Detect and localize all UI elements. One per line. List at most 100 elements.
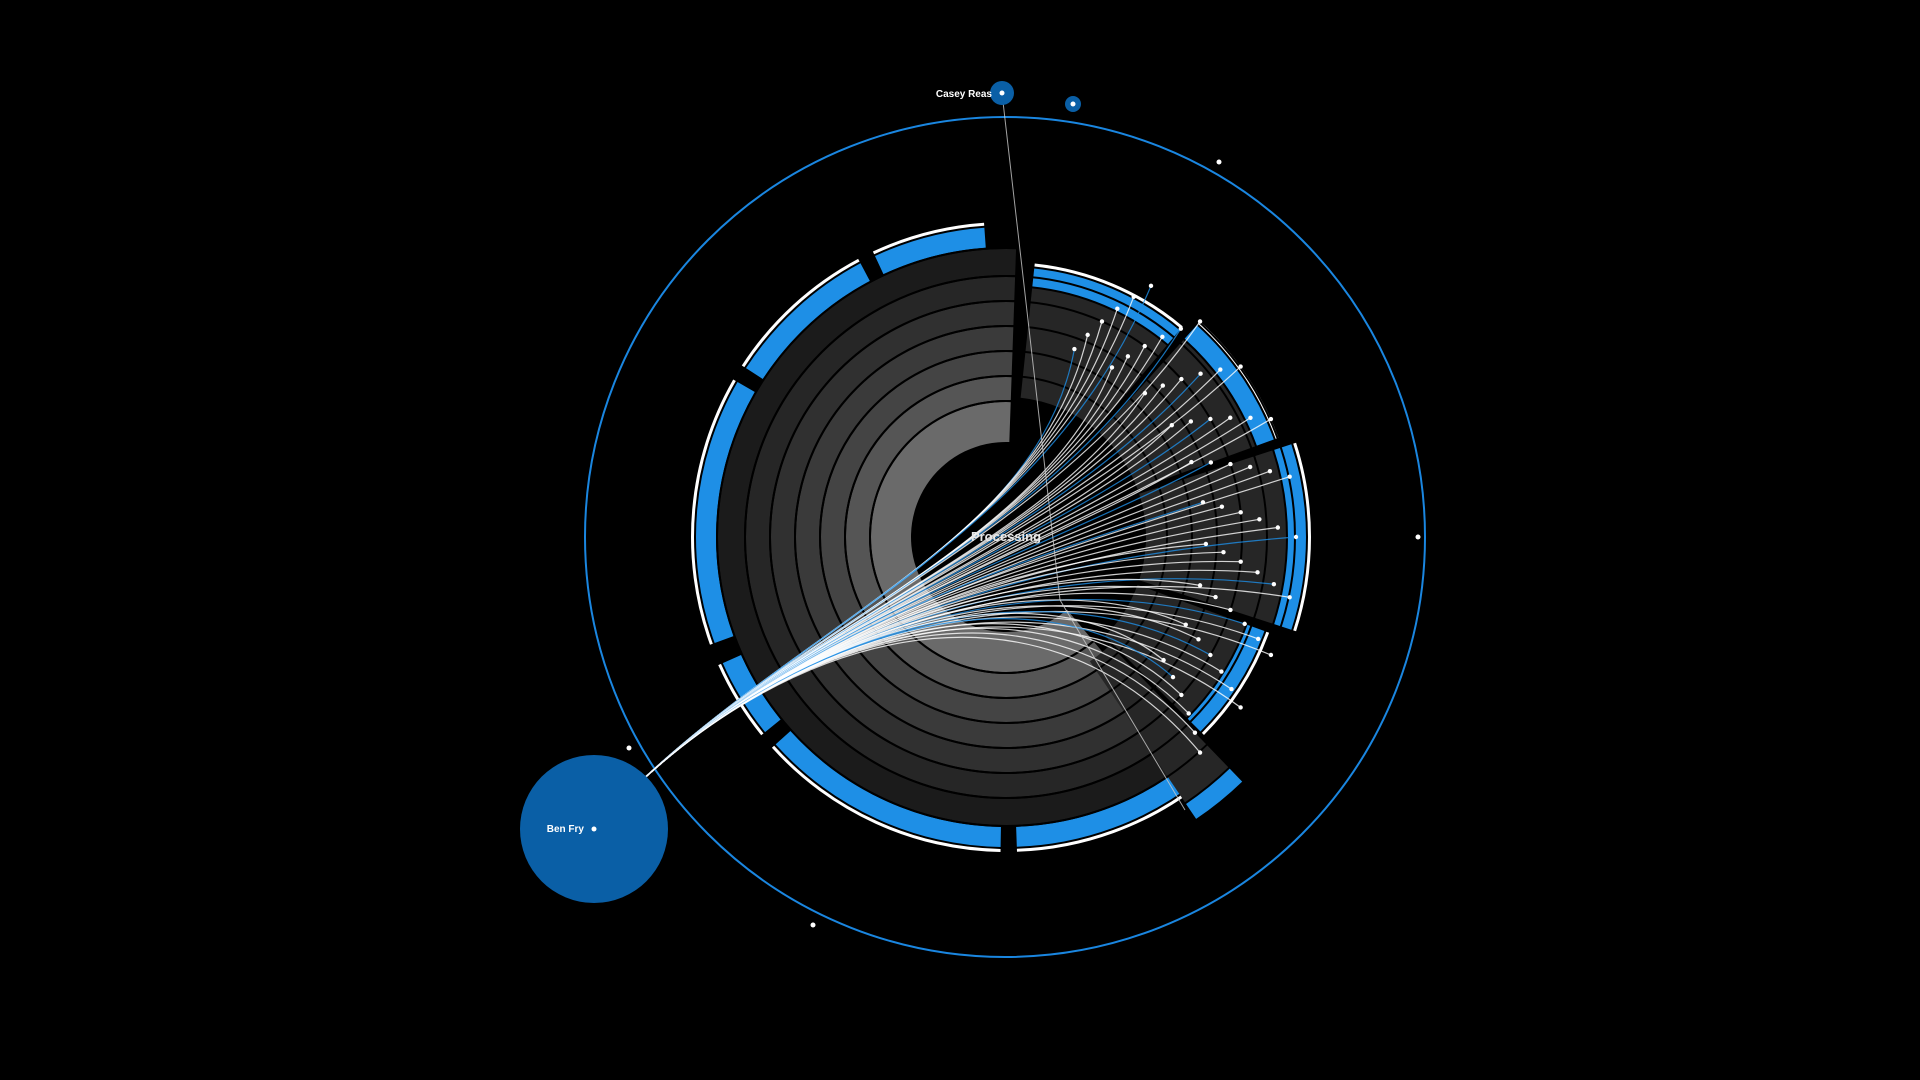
leaf-band [696,382,755,644]
edge-endpoint [1228,415,1233,420]
edge-endpoint [1271,582,1277,587]
edge-endpoint [1219,504,1225,509]
edge-endpoint [1131,294,1136,300]
edge-endpoint [1142,390,1148,396]
edge-endpoint [1188,419,1194,424]
ring-band [718,248,1192,825]
leaf-edge [718,663,764,736]
wedge-edge [1201,631,1270,735]
edge-endpoint [1268,652,1274,658]
edge-endpoint [1115,306,1120,311]
edge-endpoint [1208,652,1213,658]
edge-endpoint [1228,607,1233,613]
edge-endpoint [1200,500,1206,505]
band-divider [794,325,1218,749]
scatter-node [1415,534,1421,540]
edge [593,636,1201,830]
edge-endpoint [1218,367,1223,372]
edge-endpoint [1287,595,1292,600]
edge-endpoint [1148,283,1154,289]
edge-endpoint [1228,461,1233,467]
edge-endpoint [1208,416,1213,422]
edge-endpoint [1197,319,1203,324]
scatter-node [1216,159,1222,165]
edge-endpoint [1099,319,1105,324]
edge-endpoint [1189,459,1194,465]
edge-endpoint [1178,326,1184,331]
author-label: Ben Fry [547,824,585,835]
ring-band [770,302,1158,773]
edge-endpoint [1267,468,1273,474]
edge-endpoint [1142,343,1147,349]
author-dot [999,90,1005,96]
edge-endpoint [1192,730,1198,735]
center-label: Processing [971,529,1041,544]
edge-endpoint [1255,636,1261,642]
edge-endpoint [1183,622,1188,627]
edge-endpoint [1197,583,1203,588]
ring-band [820,351,1125,723]
edge-endpoint [1242,621,1247,627]
edge-endpoint [1293,534,1299,540]
edge-endpoint [1197,750,1203,755]
ring-band [846,377,1109,697]
edge-endpoint [1161,657,1166,663]
author-node-ben-fry[interactable]: Ben Fry [520,755,668,903]
author-dot [1070,101,1076,107]
edge-endpoint [1160,383,1166,388]
leaf-band [874,227,986,275]
edge-endpoint [1268,416,1274,422]
edge-endpoint [1085,332,1090,338]
edge-endpoint [1109,365,1115,370]
edge [1001,92,1186,811]
edge-endpoint [1198,371,1203,376]
edge-endpoint [1238,559,1243,564]
ring-band [796,326,1141,747]
leaf-band [746,263,870,380]
edge-endpoint [1248,415,1253,420]
wedge-edge [1293,442,1311,632]
band-divider [769,300,1243,774]
ring-band [745,276,1174,798]
wedge-leaf [1032,268,1180,344]
edge-endpoint [1247,464,1253,470]
scatter-node [626,745,632,751]
band-divider [869,400,1143,674]
band-divider [744,275,1268,799]
edge-endpoint [1196,637,1201,642]
edge-endpoint [1275,525,1281,530]
edge-endpoint [1170,674,1176,680]
wedge-sector [1020,288,1167,430]
edge-endpoint [1257,517,1262,522]
edge-endpoint [1238,364,1243,369]
scatter-node [810,922,816,928]
edge-endpoint [1203,541,1209,547]
edge-endpoint [1219,669,1224,674]
author-node-casey-reas[interactable]: Casey Reas [936,81,1014,105]
leaf-edge [872,222,985,255]
edge-endpoint [1186,711,1191,716]
author-node-unnamed[interactable] [1065,96,1081,112]
author-dot [591,826,597,832]
edge-endpoint [1179,692,1184,698]
file-rings [691,222,1311,852]
contribution-edges [593,92,1299,830]
edge-endpoint [1238,705,1243,710]
edge-endpoint [1179,376,1184,382]
spoke-leaf [1186,768,1243,819]
edge-endpoint [1072,346,1077,352]
band-divider [819,350,1193,724]
leaf-band [775,731,1001,847]
scatter-nodes [626,159,1421,928]
author-label: Casey Reas [936,89,993,100]
edge-endpoint [1238,510,1243,515]
edge-endpoint [1221,550,1226,555]
leaf-band [1016,765,1197,847]
edge-endpoint [1287,474,1292,479]
edge-endpoint [1125,354,1131,359]
edge-endpoint [1213,594,1218,600]
edge-endpoint [1169,422,1175,428]
wedge-leaf [1184,325,1274,446]
edge-endpoint [1160,334,1165,340]
